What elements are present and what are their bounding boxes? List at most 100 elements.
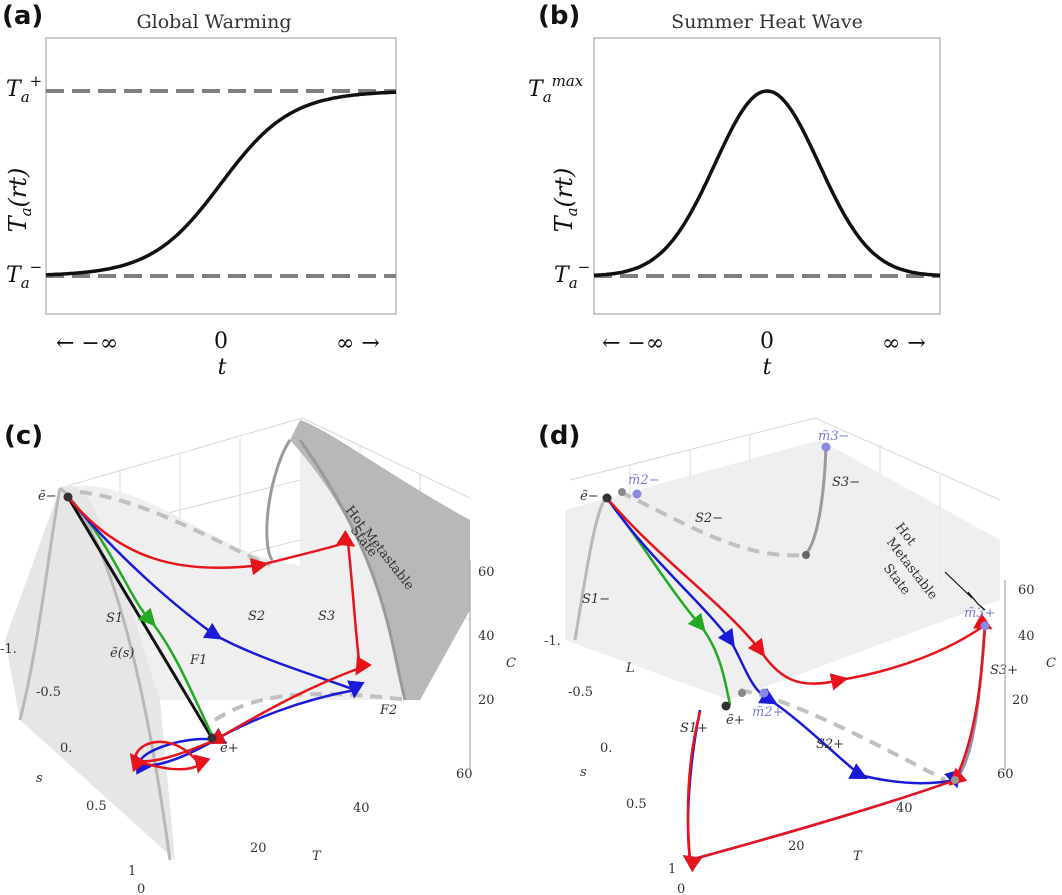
panel-d-label: (d) — [538, 421, 580, 451]
panel-b-title: Summer Heat Wave — [671, 11, 863, 33]
panel-a-xtick-left: ← −∞ — [56, 331, 118, 356]
panel-c-C-tick-1: 40 — [478, 629, 495, 644]
panel-a-title: Global Warming — [136, 11, 291, 33]
panel-b-label: (b) — [538, 1, 580, 31]
panel-d-s-tick-2: 0. — [600, 741, 612, 756]
panel-c-s-tick-2: 0. — [60, 741, 72, 756]
panel-d-point-m3-minus — [821, 442, 831, 452]
panel-c-T-tick-0: 20 — [250, 841, 267, 856]
panel-c-T-tick-2: 60 — [456, 767, 473, 782]
panel-d-T-axis: T — [853, 849, 863, 864]
panel-d-s-tick-3: 0.5 — [626, 797, 647, 812]
panel-d-hot-arrow — [944, 571, 986, 611]
panel-c-label: (c) — [4, 421, 43, 451]
panel-d-point-grey-1 — [618, 488, 626, 496]
panel-c-point-e-minus — [63, 492, 73, 502]
panel-c-label-S1: S1 — [106, 611, 123, 626]
panel-d-S2m-dash — [619, 490, 806, 558]
panel-c-s-tick-4: 1 — [128, 864, 136, 879]
panel-d-point-grey-3 — [738, 689, 746, 697]
panel-b-xtick-zero: 0 — [760, 329, 774, 354]
panel-c-fold-edge — [298, 439, 407, 701]
panel-c-C-axis: C — [506, 656, 516, 671]
panel-c-T-tick-1: 40 — [353, 801, 370, 816]
panel-c-surface-hot — [290, 420, 470, 700]
panel-b-ytick-high: Tamax — [528, 72, 584, 106]
panel-d-S1m-branch — [573, 496, 608, 641]
panel-d-label-e-plus: ẽ+ — [726, 713, 745, 728]
panel-d-C-tick-2: 60 — [1018, 583, 1035, 598]
panel-d-red-trajectory — [606, 497, 993, 873]
panel-c-T-axis: T — [312, 849, 322, 864]
panel-d-label-L: L — [625, 661, 635, 676]
panel-d-s-tick-4: 1 — [668, 862, 676, 877]
panel-c-fold-top — [265, 439, 292, 561]
panel-b-frame — [593, 37, 941, 315]
panel-a-xtick-right: ∞ → — [336, 331, 380, 356]
panel-d-point-grey-2 — [802, 551, 810, 559]
panel-c-label-S2: S2 — [248, 609, 265, 624]
panel-d-label-e-minus: ẽ− — [580, 489, 599, 504]
panel-d-label-S2p: S2+ — [816, 737, 844, 752]
panel-c-s-axis: s — [36, 771, 43, 786]
panel-c: (c) ẽ− ẽ+ S1 S2 S3 F1 F2 ẽ(s — [0, 417, 516, 895]
panel-d-corner-tick: 0 — [677, 882, 685, 895]
panel-d-point-grey-4 — [951, 776, 959, 784]
panel-c-s-tick-1: -0.5 — [36, 685, 61, 700]
panel-d-C-axis: C — [1046, 656, 1056, 671]
panel-d: (d) ẽ− m̃2− m̃3− S2− S3− S1− L ẽ+ — [538, 417, 1056, 895]
panel-b-pulse-curve — [593, 89, 941, 278]
panel-d-S2p-dash — [739, 688, 946, 782]
panel-c-point-e-plus — [207, 733, 217, 743]
panel-c-label-S3: S3 — [318, 609, 335, 624]
panel-d-label-m2-minus: m̃2− — [628, 473, 660, 488]
panel-c-red-trajectory — [67, 496, 372, 774]
panel-b: (b) Summer Heat Wave Tamax Ta− Ta(rt) ← … — [528, 1, 941, 380]
panel-c-label-es: ẽ(s) — [110, 646, 135, 661]
panel-c-C-tick-2: 60 — [478, 565, 495, 580]
panel-d-label-m3-plus: m̃3+ — [964, 606, 996, 621]
panel-b-ytick-low: Ta− — [554, 258, 590, 292]
panel-c-corner-tick: 0 — [137, 882, 145, 895]
panel-c-label-F1: F1 — [189, 653, 207, 668]
panel-d-s-tick-0: -1. — [544, 634, 561, 649]
panel-a-frame — [45, 37, 397, 315]
panel-c-left-edge — [18, 487, 62, 721]
panel-a: (a) Global Warming Ta+ Ta− Ta(rt) ← −∞ 0… — [2, 1, 397, 380]
panel-d-point-e-plus — [721, 701, 731, 711]
panel-d-s-tick-1: -0.5 — [568, 685, 593, 700]
panel-a-label: (a) — [2, 1, 43, 31]
panel-d-label-S3m: S3− — [832, 475, 860, 490]
panel-d-point-m2-minus — [632, 489, 642, 499]
panel-d-T-tick-1: 40 — [896, 801, 913, 816]
panel-c-s-tick-0: -1. — [0, 642, 17, 657]
panel-d-S3m-branch — [803, 444, 828, 557]
panel-d-point-e-minus — [602, 493, 612, 503]
panel-d-point-m3-plus — [980, 621, 990, 631]
panel-c-label-e-minus: ẽ− — [38, 489, 57, 504]
panel-d-point-m2-plus — [759, 688, 769, 698]
panel-d-label-m2-plus: m̃2+ — [752, 705, 784, 720]
panel-a-sigmoid-curve — [45, 90, 397, 277]
panel-d-C-tick-1: 40 — [1018, 629, 1035, 644]
panel-d-C-tick-0: 20 — [1012, 693, 1029, 708]
panel-a-xtick-zero: 0 — [214, 329, 228, 354]
panel-a-ytick-low: Ta− — [6, 258, 42, 292]
panel-c-s-tick-3: 0.5 — [86, 799, 107, 814]
panel-d-label-S1p: S1+ — [680, 721, 708, 736]
panel-d-label-S1m: S1− — [582, 592, 610, 607]
panel-a-ylabel: Ta(rt) — [4, 168, 35, 233]
panel-d-T-tick-2: 60 — [997, 767, 1014, 782]
panel-d-label-S2m: S2− — [695, 511, 723, 526]
panel-d-s-axis: s — [580, 765, 587, 780]
panel-d-S3p-branch — [953, 624, 987, 782]
panel-d-label-S3p: S3+ — [990, 663, 1018, 678]
panel-c-label-e-plus: ẽ+ — [220, 741, 239, 756]
panel-d-T-tick-0: 20 — [788, 839, 805, 854]
panel-a-ytick-high: Ta+ — [6, 72, 42, 106]
panel-b-xlabel: t — [763, 355, 772, 380]
panel-d-label-m3-minus: m̃3− — [818, 429, 850, 444]
panel-c-label-F2: F2 — [379, 703, 397, 718]
panel-a-xlabel: t — [218, 355, 227, 380]
